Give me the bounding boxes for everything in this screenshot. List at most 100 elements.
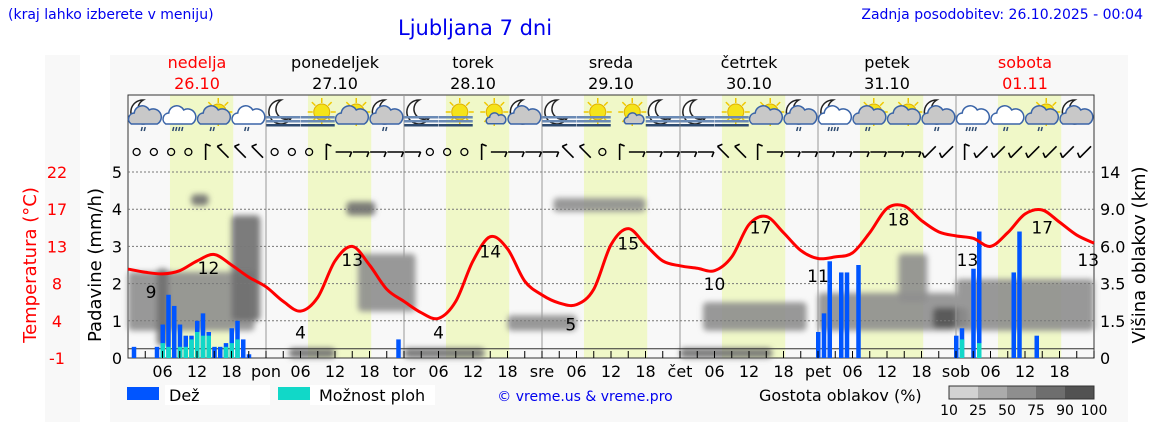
temperature-tick: 17 bbox=[47, 200, 67, 219]
wind-calm-icon bbox=[442, 147, 452, 157]
temperature-tick: 8 bbox=[52, 275, 62, 294]
temperature-label: 13 bbox=[1077, 251, 1099, 271]
x-hour-label: 06 bbox=[842, 362, 862, 381]
temperature-label: 17 bbox=[750, 218, 772, 238]
sun-fog-icon bbox=[576, 98, 612, 127]
wind-barb-icon bbox=[990, 145, 1006, 159]
temperature-axis-label: Temperatura (°C) bbox=[20, 187, 41, 344]
wind-barb-icon bbox=[508, 151, 525, 158]
showers-legend-label: Možnost ploh bbox=[319, 386, 425, 405]
x-day-label: tor bbox=[393, 362, 416, 381]
cloud-density-level: 50 bbox=[998, 403, 1016, 419]
wind-barb-icon bbox=[756, 143, 763, 160]
x-hour-label: 12 bbox=[1015, 362, 1035, 381]
x-hour-label: 06 bbox=[428, 362, 448, 381]
cloud-density-level: 100 bbox=[1081, 403, 1108, 419]
wind-calm-icon bbox=[132, 147, 141, 157]
sun-cloud-icon bbox=[886, 98, 923, 126]
day-date: 28.10 bbox=[450, 74, 496, 93]
wind-barb-icon bbox=[766, 151, 784, 158]
daylight-band bbox=[307, 95, 372, 358]
x-hour-label: 12 bbox=[325, 362, 345, 381]
rain-bar bbox=[839, 272, 844, 358]
last-updated: Zadnja posodobitev: 26.10.2025 - 00:04 bbox=[861, 7, 1143, 23]
day-name: ponedeljek bbox=[291, 53, 380, 72]
x-day-label: sre bbox=[530, 362, 554, 381]
showers-bar bbox=[195, 331, 200, 358]
temperature-label: 12 bbox=[198, 259, 220, 279]
cloud-area bbox=[289, 348, 335, 358]
temperature-label: 14 bbox=[479, 243, 501, 263]
day-date: 29.10 bbox=[588, 74, 634, 93]
cloud-density-legend-title: Gostota oblakov (%) bbox=[759, 386, 922, 405]
x-day-label: sob bbox=[942, 362, 970, 381]
rain-bar bbox=[154, 346, 160, 358]
x-hour-label: 18 bbox=[911, 362, 931, 381]
wind-barb-icon bbox=[801, 151, 819, 158]
cloud-area bbox=[231, 215, 261, 321]
credit-link: © vreme.us & vreme.pro bbox=[497, 389, 672, 405]
cloud-heavy-rain-icon bbox=[162, 105, 197, 132]
showers-bar bbox=[235, 339, 240, 358]
cloud-area bbox=[703, 302, 807, 331]
wind-barb-icon bbox=[1042, 145, 1058, 159]
showers-bar bbox=[977, 343, 982, 358]
day-date: 27.10 bbox=[312, 74, 358, 93]
page-title: Ljubljana 7 dni bbox=[398, 16, 553, 40]
day-name: sreda bbox=[589, 53, 633, 72]
cloud-height-tick: 14 bbox=[1100, 163, 1120, 182]
x-hour-label: 12 bbox=[187, 362, 207, 381]
showers-bar bbox=[160, 343, 165, 358]
wind-calm-icon bbox=[270, 147, 279, 157]
moon-fog-icon bbox=[404, 99, 439, 127]
wind-barb-icon bbox=[233, 143, 247, 159]
cloud-area bbox=[553, 198, 646, 212]
temperature-tick: 22 bbox=[47, 163, 67, 182]
wind-barb-icon bbox=[784, 151, 801, 158]
rain-legend-swatch bbox=[127, 387, 159, 400]
cloud-rain-icon bbox=[990, 105, 1025, 132]
x-hour-label: 18 bbox=[221, 362, 241, 381]
wind-barb-icon bbox=[618, 143, 625, 160]
daylight-band bbox=[445, 95, 510, 358]
temperature-label: 13 bbox=[341, 251, 363, 271]
wind-barb-icon bbox=[204, 143, 211, 160]
rain-bar bbox=[977, 231, 982, 358]
wind-barb-icon bbox=[663, 151, 681, 158]
cloud-density-swatch bbox=[949, 386, 978, 399]
wind-barb-icon bbox=[887, 151, 905, 158]
x-hour-label: 18 bbox=[497, 362, 517, 381]
x-hour-label: 06 bbox=[980, 362, 1000, 381]
day-name: nedelja bbox=[168, 53, 227, 72]
moon-fog-icon bbox=[645, 99, 680, 127]
cloud-density-level: 75 bbox=[1027, 403, 1045, 419]
day-date: 01.11 bbox=[1002, 74, 1048, 93]
cloud-area bbox=[898, 253, 928, 303]
wind-barb-icon bbox=[680, 151, 698, 158]
day-date: 31.10 bbox=[864, 74, 910, 93]
x-hour-label: 06 bbox=[704, 362, 724, 381]
x-hour-label: 06 bbox=[152, 362, 172, 381]
wind-calm-icon bbox=[425, 147, 435, 157]
cloud-density-level: 90 bbox=[1056, 403, 1074, 419]
wind-barb-icon bbox=[387, 151, 405, 158]
day-name: sobota bbox=[998, 53, 1052, 72]
wind-barb-icon bbox=[525, 151, 543, 158]
rain-bar bbox=[218, 346, 223, 358]
sun-fog-icon bbox=[438, 98, 474, 127]
temperature-tick: 4 bbox=[52, 312, 62, 331]
x-hour-label: 18 bbox=[359, 362, 379, 381]
temperature-label: 10 bbox=[704, 275, 726, 295]
wind-barb-icon bbox=[404, 151, 422, 158]
cloud-density-level: 25 bbox=[969, 403, 987, 419]
showers-bar bbox=[200, 335, 206, 358]
temperature-label: 5 bbox=[565, 315, 576, 335]
cloud-height-tick: 9.0 bbox=[1100, 200, 1125, 219]
wind-barb-icon bbox=[921, 145, 937, 159]
day-name: torek bbox=[452, 53, 494, 72]
sun-cloud-rain-icon bbox=[852, 98, 888, 132]
cloud-area bbox=[191, 194, 209, 206]
cloud-height-tick: 0 bbox=[1100, 349, 1110, 368]
wind-barb-icon bbox=[1076, 145, 1092, 159]
